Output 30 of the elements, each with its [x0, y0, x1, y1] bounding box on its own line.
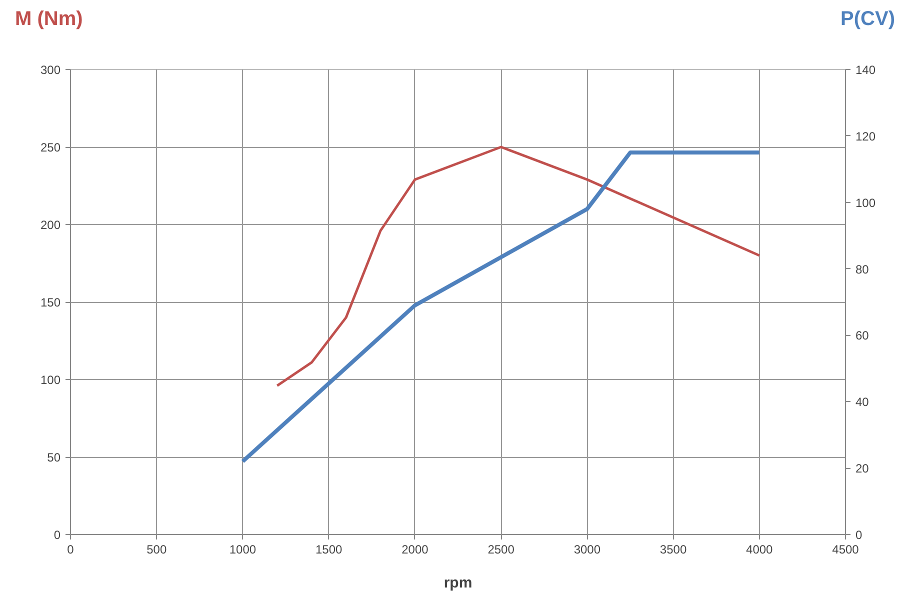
x-tick-label: 4500 [832, 542, 860, 556]
y2-tick-label: 140 [856, 63, 876, 77]
y-tick-label: 150 [40, 296, 61, 310]
x-tick-label: 1500 [315, 542, 343, 556]
x-tick-label: 500 [146, 542, 167, 556]
y2-tick-label: 0 [856, 528, 862, 542]
y-tick-label: 250 [40, 140, 61, 154]
x-tick-label: 0 [67, 542, 74, 556]
line-series [240, 150, 762, 464]
y2-tick-label: 120 [856, 129, 876, 144]
y2-axis-title: P(CV) [840, 7, 895, 32]
x-axis-title: rpm [444, 574, 472, 592]
line-series [276, 146, 761, 387]
y2-tick-label: 60 [856, 328, 870, 343]
y-tick-label: 100 [40, 373, 61, 387]
y-axis-title: M (Nm) [15, 7, 83, 32]
x-tick-label: 2500 [488, 542, 515, 556]
y2-tick-label: 40 [856, 395, 870, 410]
y-tick-label: 200 [40, 218, 61, 232]
x-tick-label: 1000 [229, 542, 256, 556]
y-tick-label: 300 [40, 63, 61, 77]
y2-tick-label: 100 [856, 196, 876, 210]
x-tick-label: 3500 [660, 542, 687, 556]
y-tick-label: 50 [47, 450, 61, 464]
x-tick-label: 4000 [746, 542, 774, 556]
y-tick-label: 0 [54, 528, 61, 542]
x-tick-label: 2000 [402, 542, 429, 556]
y2-tick-label: 80 [856, 262, 870, 276]
x-tick-label: 3000 [574, 542, 601, 556]
y2-tick-label: 20 [856, 462, 870, 476]
